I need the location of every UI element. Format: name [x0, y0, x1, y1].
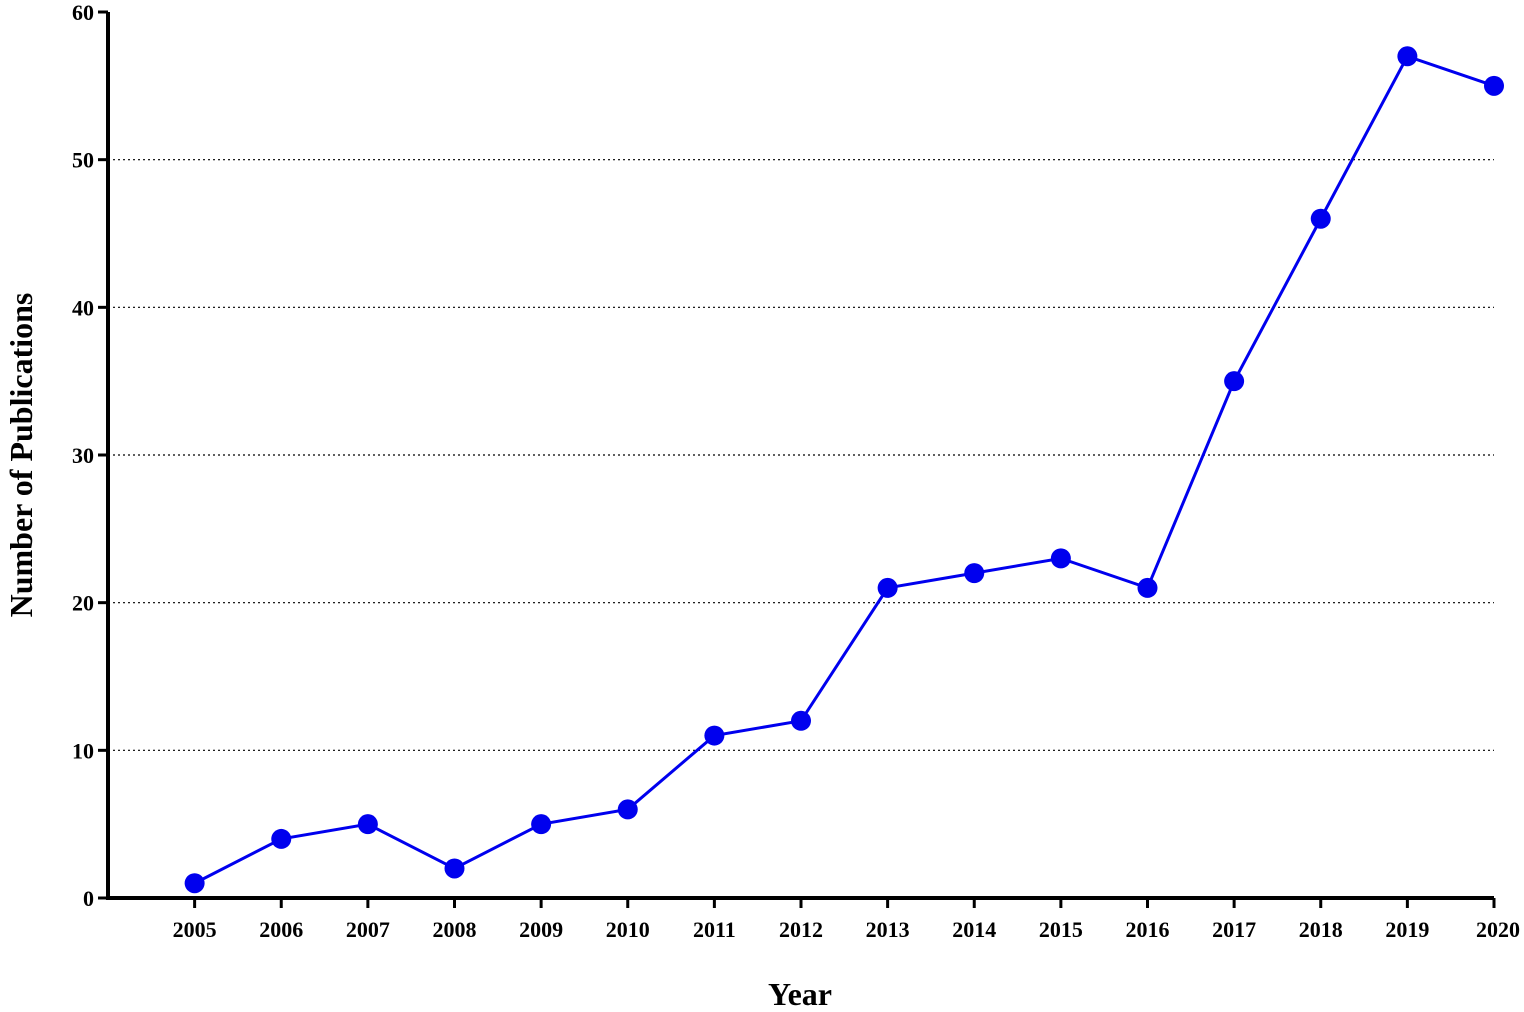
x-axis-title: Year	[768, 976, 832, 1012]
series-group	[184, 46, 1504, 894]
data-point-2015	[1050, 548, 1071, 569]
data-point-2020	[1484, 75, 1504, 96]
data-point-2010	[617, 799, 638, 820]
x-tick-label: 2016	[1126, 917, 1170, 942]
y-axis-title: Number of Publications	[3, 293, 39, 618]
data-point-2018	[1310, 208, 1331, 229]
x-tick-label: 2012	[779, 917, 823, 942]
x-tick-label: 2017	[1212, 917, 1256, 942]
x-tick-label: 2007	[346, 917, 390, 942]
x-tick-label: 2009	[519, 917, 563, 942]
data-point-2019	[1397, 46, 1418, 67]
x-tick-label: 2013	[866, 917, 910, 942]
data-point-2011	[704, 725, 725, 746]
y-ticks: 0 10 20 30 40 50 60	[72, 0, 108, 911]
data-point-2006	[271, 828, 292, 849]
x-tick-label: 2019	[1385, 917, 1429, 942]
data-point-2012	[791, 710, 811, 731]
x-tick-label: 2014	[952, 917, 996, 942]
series-line	[193, 54, 1495, 885]
data-point-2013	[877, 577, 898, 598]
gridlines	[108, 159, 1494, 751]
x-tick-label: 2011	[693, 917, 736, 942]
x-tick-label: 2018	[1299, 917, 1343, 942]
x-ticks: 2005 2006 2007 2008 2009 2010 2011 2012 2013 2014…	[173, 898, 1520, 942]
data-point-2009	[531, 814, 552, 835]
data-point-2007	[357, 814, 378, 835]
data-point-2017	[1224, 371, 1245, 392]
data-point-2016	[1137, 577, 1158, 598]
x-tick-label: 2008	[433, 917, 477, 942]
x-tick-label: 2020	[1476, 917, 1520, 942]
data-point-2008	[444, 858, 465, 879]
data-point-2014	[964, 563, 985, 584]
x-tick-label: 2015	[1039, 917, 1083, 942]
y-tick-label: 0	[83, 886, 94, 911]
y-tick-label: 50	[72, 148, 94, 173]
data-point-2005	[184, 873, 205, 894]
y-tick-label: 30	[72, 443, 94, 468]
x-tick-label: 2010	[606, 917, 650, 942]
y-tick-label: 60	[72, 0, 94, 25]
y-tick-label: 10	[72, 738, 94, 763]
y-tick-label: 40	[72, 295, 94, 320]
x-tick-label: 2006	[259, 917, 303, 942]
y-tick-label: 20	[72, 591, 94, 616]
x-tick-label: 2005	[173, 917, 217, 942]
